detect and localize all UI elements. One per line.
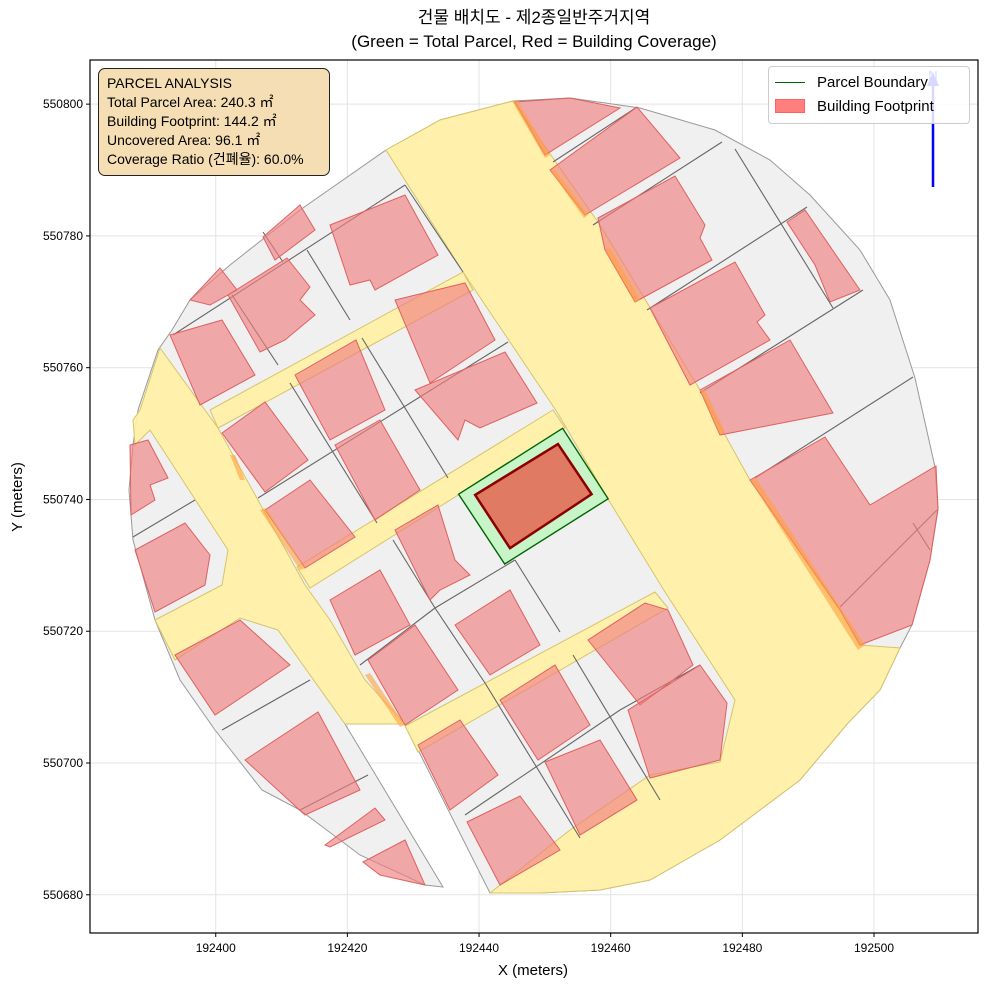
info-total-area: Total Parcel Area: 240.3 ㎡: [107, 94, 274, 110]
subject-building-footprint: [473, 442, 594, 550]
info-footprint: Building Footprint: 144.2 ㎡: [107, 113, 277, 129]
context-building: [262, 204, 316, 261]
context-building: [454, 589, 541, 676]
context-building: [466, 795, 561, 886]
chart-title-line1: 건물 배치도 - 제2종일반주거지역: [417, 8, 651, 27]
context-building: [329, 194, 439, 291]
y-tick-label: 550680: [43, 888, 83, 902]
overlap-strip: [512, 101, 550, 158]
axis-ticks: 192400 192420 192440 192460 192480 192500 5506…: [43, 97, 894, 955]
context-building: [417, 719, 499, 811]
y-tick-label: 550700: [43, 756, 83, 770]
context-building: [544, 739, 638, 836]
overlap-strip: [750, 478, 865, 650]
context-building: [134, 522, 211, 613]
y-tick-label: 550800: [43, 97, 83, 111]
context-building: [394, 504, 471, 601]
legend-item-building: Building Footprint: [775, 95, 934, 117]
context-building: [129, 439, 169, 516]
x-tick-label: 192420: [327, 941, 367, 955]
x-axis-label: X (meters): [498, 962, 568, 979]
overlap-strip: [260, 508, 305, 570]
chart-title-line2: (Green = Total Parcel, Red = Building Co…: [351, 32, 717, 51]
subject-parcel-layer: [457, 427, 610, 565]
overlap-strip: [365, 673, 405, 727]
context-building: [587, 602, 694, 706]
overlap-strip: [700, 390, 725, 435]
legend-label-building: Building Footprint: [817, 97, 934, 115]
context-building: [414, 351, 538, 441]
y-tick-label: 550720: [43, 624, 83, 638]
context-building: [169, 319, 256, 406]
axes-frame: [89, 59, 979, 934]
context-building: [394, 282, 496, 384]
x-tick-label: 192460: [591, 941, 631, 955]
x-tick-label: 192400: [196, 941, 236, 955]
road-overlaps: [230, 101, 865, 727]
context-building: [499, 664, 591, 761]
context-building: [227, 257, 316, 353]
context-building: [329, 569, 411, 656]
y-tick-label: 550740: [43, 492, 83, 506]
context-building: [174, 619, 291, 716]
chart-title: 건물 배치도 - 제2종일반주거지역 (Green = Total Parcel…: [90, 6, 978, 54]
context-building: [221, 401, 309, 493]
context-building: [367, 624, 459, 726]
info-heading: PARCEL ANALYSIS: [107, 75, 233, 91]
context-building: [786, 209, 861, 303]
context-building: [627, 664, 728, 779]
overlap-strip: [550, 170, 588, 218]
info-ratio: Coverage Ratio (건폐율): 60.0%: [107, 151, 304, 167]
context-buildings: [129, 97, 939, 886]
context-building: [244, 711, 361, 816]
context-building: [294, 339, 386, 441]
y-tick-label: 550780: [43, 229, 83, 243]
road-middle: [296, 409, 566, 589]
info-uncovered: Uncovered Area: 96.1 ㎡: [107, 132, 261, 148]
y-axis-label: Y (meters): [9, 462, 26, 532]
building-patch-swatch: [775, 99, 805, 113]
parcel-analysis-box: PARCEL ANALYSIS Total Parcel Area: 240.3…: [98, 68, 330, 176]
legend-item-parcel: Parcel Boundary: [775, 71, 928, 93]
context-map: [128, 97, 939, 894]
context-building: [323, 807, 386, 848]
parcel-line-swatch: [775, 81, 805, 83]
y-tick-label: 550760: [43, 361, 83, 375]
context-building: [649, 261, 771, 386]
overlap-strip: [605, 248, 640, 302]
x-tick-label: 192500: [854, 941, 894, 955]
context-building: [362, 839, 426, 886]
legend-label-parcel: Parcel Boundary: [817, 73, 928, 91]
legend: Parcel Boundary Building Footprint: [768, 66, 970, 124]
x-tick-label: 192480: [722, 941, 762, 955]
overlap-strip: [230, 455, 245, 480]
context-building: [699, 339, 834, 436]
x-tick-label: 192440: [459, 941, 499, 955]
context-building: [334, 419, 421, 521]
